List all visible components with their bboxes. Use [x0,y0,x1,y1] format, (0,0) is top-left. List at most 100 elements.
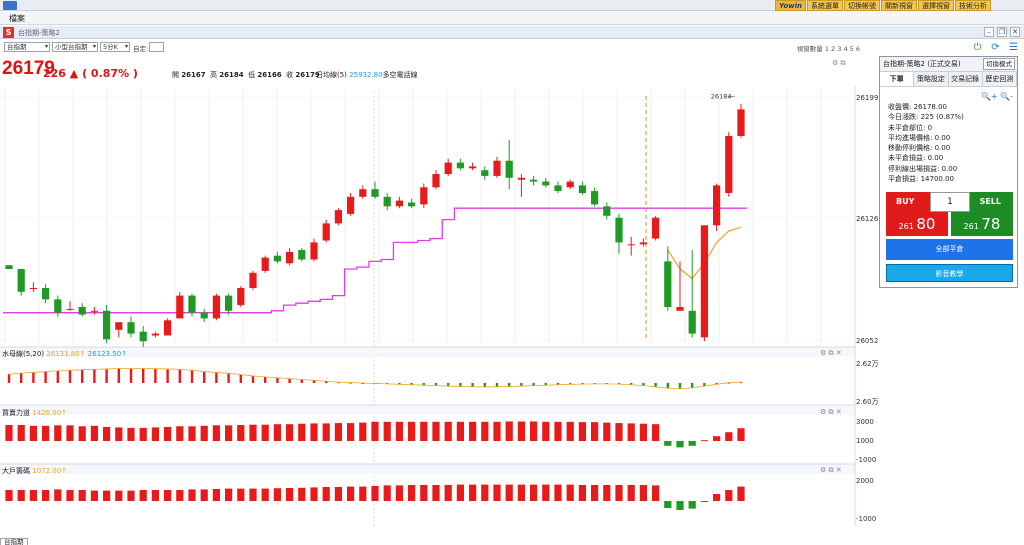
user-list-icon[interactable]: ☰ [1009,42,1018,53]
panel-settings-icon[interactable]: ⚙ ⧉ [832,59,846,67]
video-tutorial-button[interactable]: 影音教學 [886,264,1013,282]
menu-file[interactable]: 檔案 [9,14,25,23]
bottom-tab[interactable]: 台指期 [0,538,28,545]
macd-bar [666,383,669,389]
tab-strategy-settings[interactable]: 策略設定 [914,72,949,86]
zoom-icons[interactable]: 🔍+ 🔍- [980,92,1013,101]
quantity-input[interactable]: 1 [930,192,970,212]
close-icon[interactable]: ✕ [1010,27,1020,37]
candle [432,174,440,188]
price-chart[interactable]: 26184 26199 26126 26052 2.62万 2.60万 3000 1000 -… [0,56,880,526]
candle [103,310,111,340]
select-window-button[interactable]: 選擇視窗 [918,0,954,11]
brand-button[interactable]: Yowin [775,0,806,11]
big-player-bar [371,486,379,501]
axis-tick-label: 26052 [856,337,878,345]
switch-mode-button[interactable]: 切換模式 [983,58,1015,70]
macd-bar [483,383,486,387]
buy-power-bar [298,423,306,441]
flatten-all-button[interactable]: 全部平倉 [886,239,1013,260]
candle [469,166,477,169]
buy-power-bar [652,424,660,441]
candle [408,202,416,207]
buy-power-bar [627,423,635,441]
candle [17,269,25,292]
minimize-icon[interactable]: – [984,27,994,37]
big-player-bar [225,488,233,501]
buy-power-bar [444,421,452,441]
buy-power-bar [542,421,550,441]
buy-power-bar [395,421,403,441]
big-player-bar [151,490,159,501]
big-player-bar [66,490,74,501]
macd-bar [190,370,194,383]
switch-account-button[interactable]: 切換帳號 [844,0,880,11]
quote-bar: 26179 226 ▲ ( 0.87% ) 開 26167 高 26184 低 … [0,56,870,86]
new-window-button[interactable]: 關新視窗 [881,0,917,11]
interval-select[interactable]: 5分K ▾ [100,42,130,52]
big-player-bar [627,485,635,501]
candle [578,185,586,193]
price-change: 226 ▲ ( 0.87% ) [43,67,138,80]
system-menu-button[interactable]: 系統選單 [807,0,843,11]
chart-window-titlebar: S 台指期-策略2 – ❐ ✕ [0,26,1024,39]
big-player-bar [395,485,403,501]
candle [554,185,562,192]
big-player-bar [444,485,452,501]
chart-controls: 台指期 ▾ 小型台指期 ▾ 5分K ▾ 自定: 視窗數量 1 2 3 4 5 6 [0,40,880,54]
info-trailing-stop: 移動停利價格: 0.00 [888,144,951,153]
candle [725,136,733,193]
buy-power-bar [432,421,440,441]
tab-backtest[interactable]: 歷史回測 [982,72,1017,86]
big-player-bar [273,488,281,501]
macd-bar [117,368,120,383]
power-icon[interactable]: ⏻ [973,42,982,53]
technical-analysis-button[interactable]: 技術分析 [955,0,991,11]
big-player-bar [639,485,647,501]
buy-power-bar [664,441,672,446]
tab-order[interactable]: 下單 [880,72,915,86]
big-player-bar [212,489,220,501]
macd-bar [337,382,340,384]
refresh-icon[interactable]: ⟳ [991,42,1000,53]
buy-power-bar [310,423,318,441]
buy-power-bar [408,421,416,441]
big-player-bar [347,486,355,501]
big-player-bar [334,487,342,501]
candle [42,288,50,300]
big-player-bar [530,484,538,501]
candle [200,312,208,319]
big-player-bar [383,485,391,501]
macd-bar [300,379,303,383]
window-count[interactable]: 視窗數量 1 2 3 4 5 6 [796,45,860,53]
big-player-bar [127,490,135,501]
buy-power-close-icon[interactable]: ⚙ ⧉ ✕ [820,408,842,416]
macd-bar [727,382,730,384]
macd-bar [398,383,401,385]
restore-icon[interactable]: ❐ [997,27,1007,37]
panel-header-bg [0,405,855,415]
buy-power-bar [505,421,513,441]
macd-bar [251,375,255,383]
sell-price-button[interactable]: 261 78 [951,212,1013,236]
candle [713,185,721,226]
big-player-bar [78,490,86,501]
buy-power-bar [676,441,684,448]
product-select[interactable]: 小型台指期 ▾ [52,42,98,52]
big-player-bar [615,485,623,501]
buy-power-bar [261,424,269,441]
buy-power-bar [481,421,489,441]
big-player-bar [481,484,489,501]
candle [54,299,62,313]
custom-input[interactable] [149,42,164,52]
buy-price-button[interactable]: 261 80 [886,212,948,236]
macd-bar [166,368,169,383]
candle [334,210,342,224]
big-player-bar [261,488,269,501]
candle [347,196,355,214]
big-player-bar [420,485,428,501]
tab-trade-records[interactable]: 交易記錄 [948,72,983,86]
macd-panel-close-icon[interactable]: ⚙ ⧉ ✕ [820,349,842,357]
symbol-select[interactable]: 台指期 ▾ [4,42,50,52]
big-player-close-icon[interactable]: ⚙ ⧉ ✕ [820,466,842,474]
